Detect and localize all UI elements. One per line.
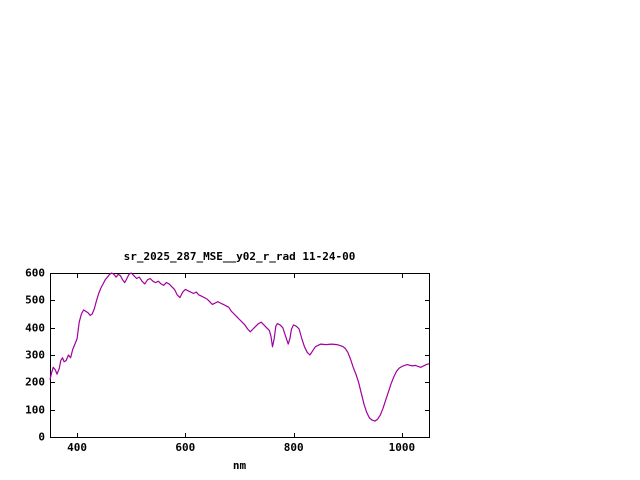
x-axis-label: nm xyxy=(232,459,247,472)
y-tick-label: 100 xyxy=(25,403,45,417)
y-tick-label: 400 xyxy=(25,321,45,335)
y-tick-label: 500 xyxy=(25,293,45,307)
x-tick-label: 400 xyxy=(67,441,87,454)
y-axis-tick-labels: 0 100 200 300 400 500 600 xyxy=(0,0,45,480)
x-tick-label: 1000 xyxy=(388,441,416,454)
y-tick-label: 0 xyxy=(38,430,45,444)
data-line xyxy=(49,272,430,422)
plot-title: sr_2025_287_MSE__y02_r_rad 11-24-00 xyxy=(123,250,356,263)
y-tick-label: 200 xyxy=(25,375,45,389)
x-tick-label: 800 xyxy=(283,441,304,454)
y-tick-label: 600 xyxy=(25,266,45,280)
y-tick-label: 300 xyxy=(25,348,45,362)
x-tick-label: 600 xyxy=(175,441,196,454)
plot-border xyxy=(50,273,430,438)
x-axis-tick-labels: 400 600 800 1000 xyxy=(0,441,640,455)
